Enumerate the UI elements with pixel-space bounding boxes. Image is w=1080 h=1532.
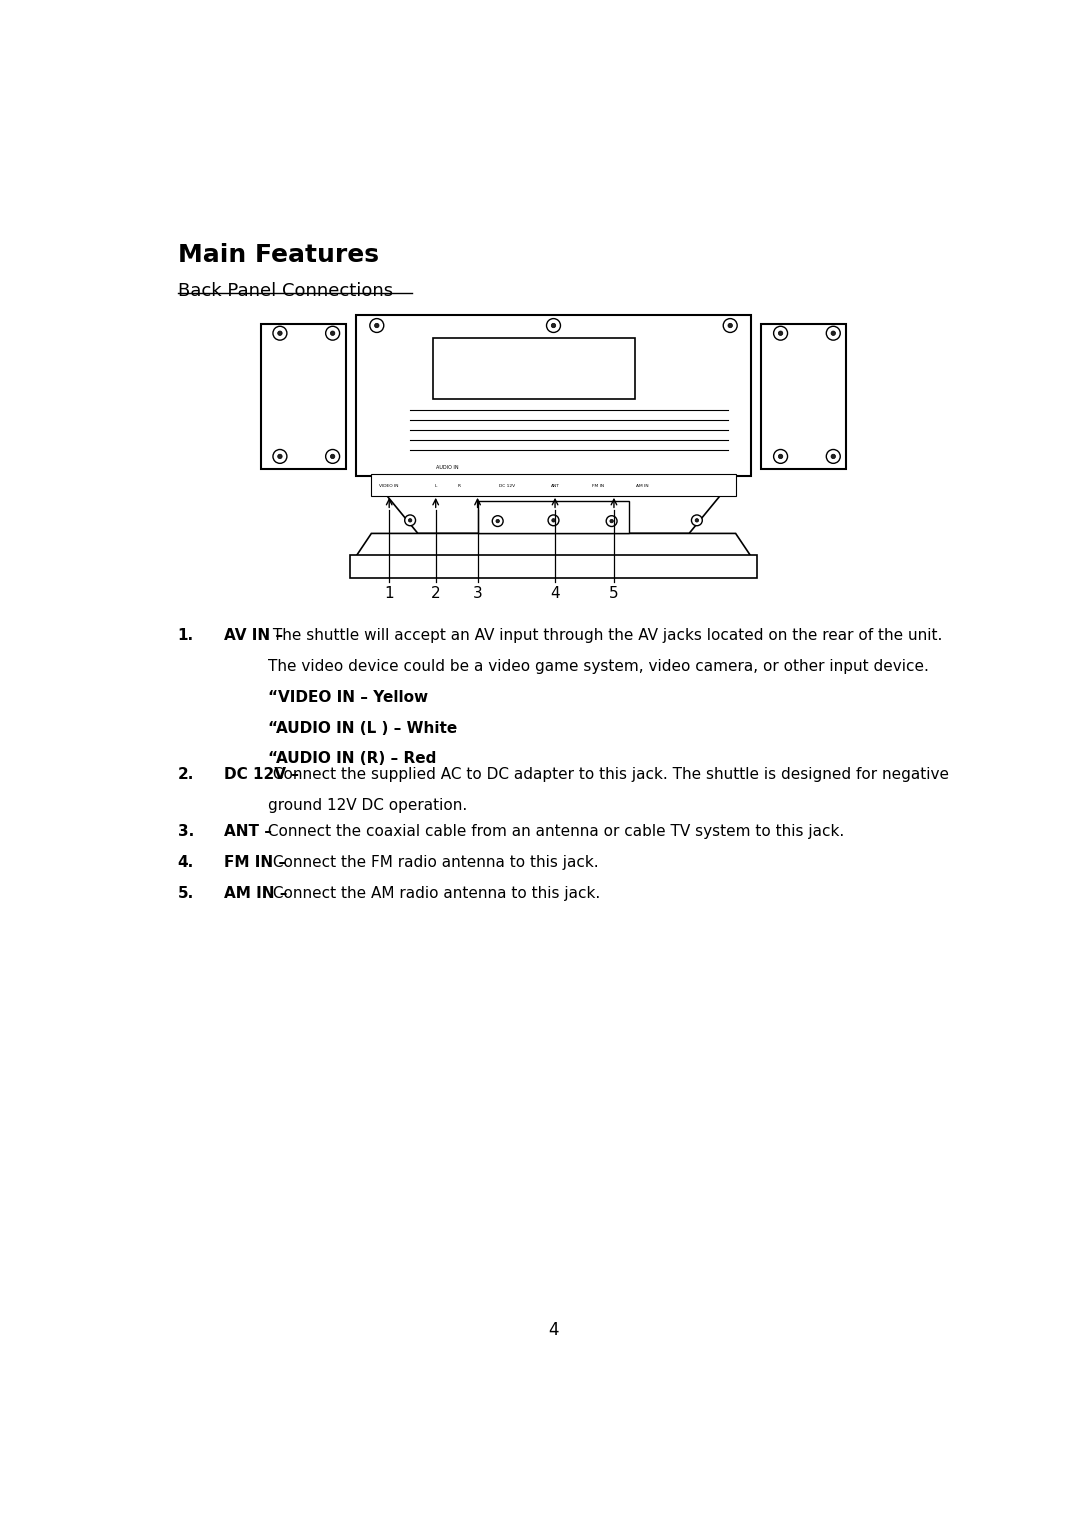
Text: 4.: 4.	[177, 855, 194, 870]
Circle shape	[492, 516, 503, 527]
Text: 4: 4	[550, 585, 559, 601]
Circle shape	[831, 453, 836, 458]
Text: AM IN: AM IN	[636, 484, 649, 487]
Text: DC 12V –: DC 12V –	[225, 766, 299, 781]
Text: Connect the FM radio antenna to this jack.: Connect the FM radio antenna to this jac…	[268, 855, 599, 870]
Text: FM IN –: FM IN –	[225, 855, 286, 870]
Circle shape	[548, 515, 559, 525]
Circle shape	[330, 453, 335, 458]
Text: Connect the coaxial cable from an antenna or cable TV system to this jack.: Connect the coaxial cable from an antenn…	[262, 824, 845, 840]
Circle shape	[773, 449, 787, 463]
Text: Back Panel Connections: Back Panel Connections	[177, 282, 393, 300]
Text: R: R	[458, 484, 460, 487]
Circle shape	[779, 453, 783, 458]
Circle shape	[375, 323, 379, 328]
Circle shape	[773, 326, 787, 340]
Circle shape	[278, 453, 282, 458]
Circle shape	[273, 449, 287, 463]
Circle shape	[826, 449, 840, 463]
Circle shape	[496, 519, 499, 522]
Text: ANT: ANT	[551, 484, 559, 487]
Circle shape	[278, 331, 282, 336]
Text: Connect the supplied AC to DC adapter to this jack. The shuttle is designed for : Connect the supplied AC to DC adapter to…	[268, 766, 949, 781]
Circle shape	[610, 519, 613, 522]
Circle shape	[728, 323, 732, 328]
Circle shape	[546, 319, 561, 332]
Text: 5: 5	[609, 585, 619, 601]
Text: VIDEO IN: VIDEO IN	[379, 484, 399, 487]
Circle shape	[330, 331, 335, 336]
Polygon shape	[387, 496, 720, 533]
Circle shape	[273, 326, 287, 340]
Circle shape	[826, 326, 840, 340]
Bar	[260, 323, 346, 469]
Circle shape	[326, 326, 339, 340]
Text: AUDIO IN: AUDIO IN	[436, 466, 459, 470]
Text: “VIDEO IN – Yellow: “VIDEO IN – Yellow	[268, 689, 429, 705]
Circle shape	[691, 515, 702, 525]
Text: DC 12V: DC 12V	[499, 484, 515, 487]
Text: The shuttle will accept an AV input through the AV jacks located on the rear of : The shuttle will accept an AV input thro…	[268, 628, 943, 643]
Text: AM IN –: AM IN –	[225, 885, 287, 901]
Text: FM IN: FM IN	[593, 484, 605, 487]
Circle shape	[408, 519, 411, 522]
Bar	[433, 339, 635, 400]
Text: 1: 1	[384, 585, 394, 601]
Text: 1.: 1.	[177, 628, 193, 643]
Text: 2: 2	[431, 585, 441, 601]
Bar	[356, 314, 751, 476]
Text: The video device could be a video game system, video camera, or other input devi: The video device could be a video game s…	[268, 659, 929, 674]
Circle shape	[405, 515, 416, 525]
Circle shape	[831, 331, 836, 336]
Circle shape	[696, 519, 699, 522]
Text: Connect the AM radio antenna to this jack.: Connect the AM radio antenna to this jac…	[268, 885, 600, 901]
Text: ground 12V DC operation.: ground 12V DC operation.	[268, 798, 468, 812]
Polygon shape	[356, 533, 751, 556]
Circle shape	[369, 319, 383, 332]
Circle shape	[606, 516, 617, 527]
Bar	[761, 323, 847, 469]
Bar	[477, 501, 630, 533]
Text: Main Features: Main Features	[177, 244, 379, 267]
Text: “AUDIO IN (L ) – White: “AUDIO IN (L ) – White	[268, 720, 458, 735]
Bar	[372, 473, 735, 496]
Text: 4: 4	[549, 1321, 558, 1339]
Text: L: L	[434, 484, 437, 487]
Text: 3: 3	[473, 585, 483, 601]
Text: 5.: 5.	[177, 885, 194, 901]
Text: 3.: 3.	[177, 824, 194, 840]
Circle shape	[326, 449, 339, 463]
Text: 2.: 2.	[177, 766, 194, 781]
Bar	[350, 555, 757, 578]
Circle shape	[779, 331, 783, 336]
Text: “AUDIO IN (R) – Red: “AUDIO IN (R) – Red	[268, 751, 436, 766]
Circle shape	[724, 319, 738, 332]
Circle shape	[552, 519, 555, 522]
Text: AV IN –: AV IN –	[225, 628, 283, 643]
Circle shape	[551, 323, 556, 328]
Text: ANT –: ANT –	[225, 824, 272, 840]
